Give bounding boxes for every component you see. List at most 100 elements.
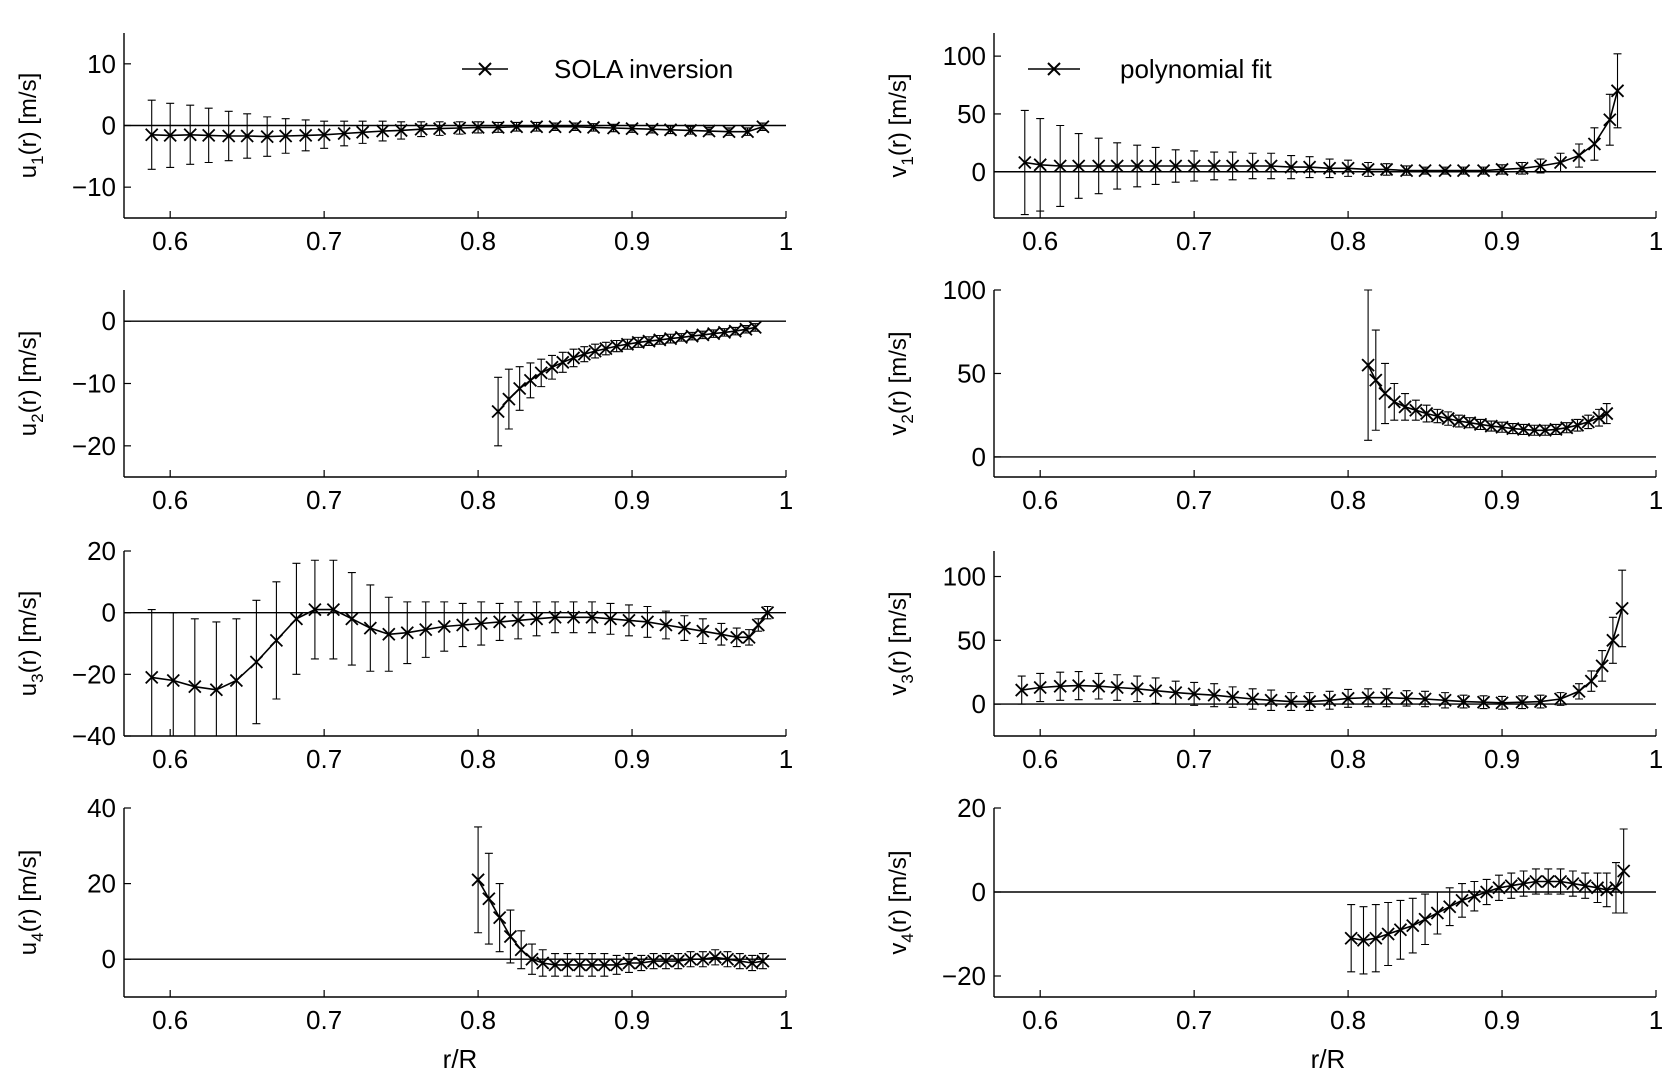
y-axis-label-subscript: 2 <box>898 414 917 423</box>
y-tick-label: 0 <box>972 157 986 187</box>
data-point <box>1609 881 1623 895</box>
x-tick-label: 0.7 <box>306 1005 342 1035</box>
data-point <box>1570 418 1585 432</box>
data-point <box>653 333 667 347</box>
x-tick-label: 0.7 <box>1176 744 1212 774</box>
data-point <box>1302 694 1317 709</box>
data-point <box>279 129 293 143</box>
data-point <box>640 615 655 629</box>
data-point <box>760 606 775 620</box>
data-point <box>610 339 624 353</box>
data-point <box>1284 694 1298 709</box>
data-point <box>566 610 581 624</box>
y-tick-label: 20 <box>957 793 986 823</box>
x-tick-label: 0.9 <box>614 226 650 256</box>
data-point <box>188 680 202 694</box>
data-point <box>474 616 488 631</box>
data-point <box>702 124 716 138</box>
y-tick-label: 10 <box>87 49 116 79</box>
data-point <box>382 627 396 641</box>
y-axis-label: u4(r) [m/s] <box>15 850 47 955</box>
x-tick-label: 0.8 <box>1330 485 1366 515</box>
y-axis-label-symbol: v <box>885 166 912 178</box>
data-point <box>1110 680 1124 695</box>
data-point <box>1149 159 1163 173</box>
y-axis-label-units: (r) [m/s] <box>885 73 912 156</box>
x-tick-label: 1 <box>1649 744 1663 774</box>
y-axis-label-units: (r) [m/s] <box>885 591 912 674</box>
data-point <box>523 373 538 388</box>
y-tick-label: 100 <box>943 562 986 592</box>
data-point <box>1430 906 1445 920</box>
y-tick-label: −20 <box>72 659 116 689</box>
data-point <box>1207 688 1221 702</box>
data-point <box>308 602 322 617</box>
data-point <box>728 324 742 338</box>
data-point <box>529 612 544 626</box>
data-point <box>634 956 648 970</box>
data-point <box>696 328 710 342</box>
data-point <box>1617 864 1631 878</box>
x-tick-label: 0.7 <box>306 485 342 515</box>
data-point <box>1592 411 1606 425</box>
data-layer <box>1344 828 1631 975</box>
data-point <box>603 612 618 626</box>
data-point <box>503 929 518 944</box>
x-tick-label: 0.9 <box>1484 1005 1520 1035</box>
x-tick-label: 0.8 <box>460 226 496 256</box>
data-point <box>513 381 527 396</box>
data-point <box>1492 881 1506 895</box>
y-axis-label-subscript: 1 <box>898 156 917 165</box>
y-axis-label: v3(r) [m/s] <box>885 591 917 695</box>
data-point <box>345 612 359 626</box>
data-point <box>514 943 528 957</box>
data-point <box>509 120 524 134</box>
data-point <box>1515 161 1529 175</box>
data-point <box>1476 163 1491 178</box>
data-point <box>720 952 735 966</box>
data-point <box>1356 933 1371 947</box>
x-tick-label: 0.6 <box>1022 226 1058 256</box>
data-point <box>674 330 688 345</box>
x-tick-label: 0.7 <box>1176 485 1212 515</box>
data-point <box>1572 684 1586 698</box>
data-point <box>1456 163 1471 178</box>
data-point <box>260 129 274 144</box>
y-tick-label: 0 <box>102 944 116 974</box>
data-point <box>493 615 507 629</box>
data-point <box>717 325 732 340</box>
y-axis-label-units: (r) [m/s] <box>885 850 912 933</box>
y-tick-label: 100 <box>943 275 986 305</box>
legend-right-label: polynomial fit <box>1120 54 1273 84</box>
data-point <box>1516 422 1531 437</box>
data-point <box>733 954 747 968</box>
data-point <box>326 602 341 617</box>
data-point <box>1225 690 1240 704</box>
data-point <box>548 120 562 134</box>
data-point <box>677 621 692 635</box>
data-point <box>1399 163 1414 178</box>
x-axis-label-left: r/R <box>443 1044 478 1074</box>
data-point <box>610 958 624 972</box>
data-point <box>1246 159 1260 173</box>
data-layer <box>1015 569 1629 712</box>
data-point <box>1015 683 1029 697</box>
y-tick-label: 20 <box>87 536 116 566</box>
data-point <box>1553 155 1568 170</box>
data-point <box>1399 691 1414 705</box>
data-point <box>585 610 599 624</box>
y-axis-label: v1(r) [m/s] <box>885 73 917 177</box>
y-tick-label: 0 <box>972 877 986 907</box>
data-point <box>491 404 505 419</box>
data-point <box>1529 874 1543 889</box>
y-axis-label: u3(r) [m/s] <box>15 591 47 696</box>
data-point <box>683 952 698 966</box>
y-axis-label-units: (r) [m/s] <box>15 850 42 933</box>
x-tick-label: 0.7 <box>306 226 342 256</box>
data-point <box>1322 161 1337 175</box>
data-point <box>1033 158 1047 172</box>
data-point <box>556 355 570 369</box>
data-point <box>1379 691 1394 705</box>
x-tick-label: 0.7 <box>306 744 342 774</box>
